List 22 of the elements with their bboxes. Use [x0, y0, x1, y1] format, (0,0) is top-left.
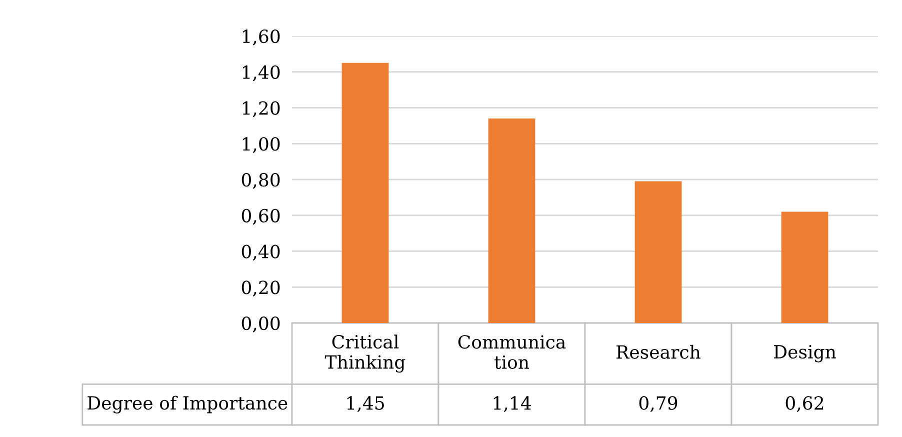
y-tick-label: 1,40 — [242, 65, 280, 82]
text: Degree of Importance — [88, 396, 288, 414]
y-tick-label: 0,80 — [242, 172, 280, 189]
y-tick-label: 1,60 — [242, 29, 280, 46]
bar — [342, 62, 389, 323]
data-label: 0,79 — [639, 396, 678, 412]
y-tick-label: 0,00 — [242, 316, 280, 332]
y-tick-label: 0,20 — [242, 280, 280, 296]
y-tick-label: 0,60 — [242, 208, 280, 225]
y-tick-label: 0,40 — [242, 244, 280, 261]
data-label: 1,45 — [347, 396, 384, 412]
x-tick-label: Design — [774, 345, 836, 362]
bar — [781, 212, 828, 323]
data-label: 0,62 — [786, 396, 824, 412]
data-label: 1,14 — [494, 396, 531, 412]
bar — [634, 181, 682, 323]
y-tick-label: 1,20 — [242, 101, 280, 118]
x-tick-label: Critical Thinking — [324, 334, 406, 373]
y-tick-label: 1,00 — [242, 137, 280, 153]
x-tick-label: Research — [616, 344, 700, 359]
x-tick-label: Communica tion — [458, 335, 566, 369]
bar — [488, 118, 536, 323]
